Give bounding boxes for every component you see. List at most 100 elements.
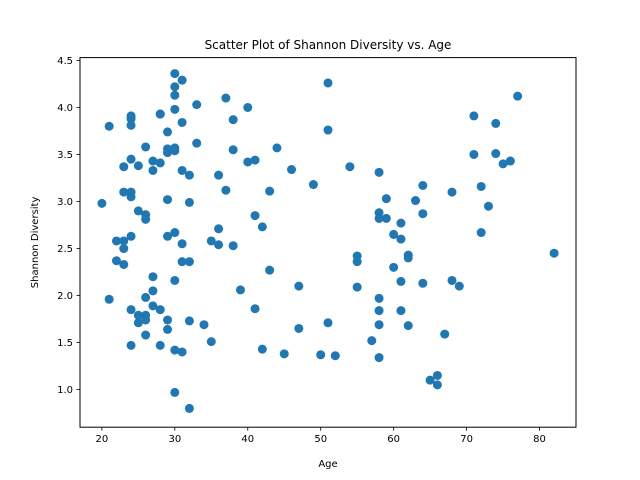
- data-point: [250, 155, 260, 165]
- data-point: [177, 257, 187, 267]
- data-point: [126, 192, 136, 202]
- data-point: [170, 104, 180, 114]
- y-tick-label: 1.5: [57, 338, 73, 349]
- y-tick-label: 4.5: [57, 56, 73, 67]
- x-tick-label: 80: [533, 434, 546, 445]
- data-point: [279, 349, 289, 359]
- data-point: [294, 323, 304, 333]
- data-point: [367, 336, 377, 346]
- data-point: [141, 142, 151, 152]
- data-point: [170, 90, 180, 100]
- data-point: [228, 241, 238, 251]
- x-axis-ticks: 20 30 40 50 60 70 80: [96, 427, 546, 445]
- data-point: [148, 156, 158, 166]
- data-point: [177, 347, 187, 357]
- data-point: [148, 272, 158, 282]
- data-point: [418, 209, 428, 219]
- data-point: [228, 145, 238, 155]
- data-point: [163, 195, 173, 205]
- data-point: [170, 228, 180, 238]
- data-point: [184, 316, 194, 326]
- data-point: [323, 318, 333, 328]
- data-point: [163, 127, 173, 137]
- data-point: [498, 159, 508, 169]
- data-point: [250, 211, 260, 221]
- data-point: [330, 351, 340, 361]
- data-point: [170, 82, 180, 92]
- data-point: [381, 213, 391, 223]
- data-point: [221, 93, 231, 103]
- data-point: [454, 281, 464, 291]
- data-point: [214, 240, 224, 250]
- x-tick-label: 70: [460, 434, 473, 445]
- data-point: [141, 214, 151, 224]
- data-point: [389, 229, 399, 239]
- data-point: [352, 282, 362, 292]
- data-point: [170, 275, 180, 285]
- data-point: [432, 380, 442, 390]
- data-point: [243, 102, 253, 112]
- data-point: [206, 236, 216, 246]
- data-point: [170, 146, 180, 156]
- data-point: [133, 310, 143, 320]
- data-point: [345, 162, 355, 172]
- data-point: [352, 257, 362, 267]
- data-point: [126, 305, 136, 315]
- data-point: [148, 301, 158, 311]
- data-point: [214, 170, 224, 180]
- data-point: [425, 375, 435, 385]
- data-point: [141, 292, 151, 302]
- data-point: [396, 276, 406, 286]
- y-tick-label: 3.5: [57, 150, 73, 161]
- data-point: [469, 111, 479, 121]
- data-point: [476, 228, 486, 238]
- y-tick-label: 1.0: [57, 385, 73, 396]
- data-point: [374, 353, 384, 363]
- data-point: [396, 306, 406, 316]
- y-tick-label: 2.0: [57, 291, 73, 302]
- x-tick-label: 60: [387, 434, 400, 445]
- data-point: [257, 222, 267, 232]
- data-point: [374, 293, 384, 303]
- data-point: [323, 78, 333, 88]
- data-point: [177, 75, 187, 85]
- data-point: [141, 330, 151, 340]
- x-tick-label: 40: [241, 434, 254, 445]
- data-point: [476, 181, 486, 191]
- data-point: [177, 165, 187, 175]
- x-axis-label: Age: [318, 459, 337, 470]
- data-point: [126, 231, 136, 241]
- data-point: [250, 304, 260, 314]
- data-point: [483, 201, 493, 211]
- data-point: [170, 387, 180, 397]
- data-point: [133, 318, 143, 328]
- y-tick-label: 2.5: [57, 244, 73, 255]
- data-point: [272, 143, 282, 153]
- data-point: [287, 165, 297, 175]
- data-point: [155, 340, 165, 350]
- data-point: [549, 248, 559, 258]
- data-point: [374, 213, 384, 223]
- plot-frame: [79, 57, 577, 428]
- data-point: [119, 187, 129, 197]
- data-point: [133, 206, 143, 216]
- data-point: [163, 148, 173, 158]
- data-point: [418, 181, 428, 190]
- y-axis-label: Shannon Diversity: [30, 197, 41, 289]
- x-tick-label: 20: [96, 434, 109, 445]
- data-point: [396, 218, 406, 228]
- data-point: [126, 120, 136, 130]
- data-point: [214, 224, 224, 234]
- data-point: [228, 115, 238, 125]
- data-point: [119, 236, 129, 246]
- x-tick-label: 30: [168, 434, 181, 445]
- data-point: [206, 337, 216, 347]
- data-point: [111, 256, 121, 266]
- data-point: [184, 170, 194, 180]
- data-point: [119, 162, 129, 172]
- data-point: [163, 315, 173, 325]
- data-point: [513, 91, 523, 101]
- data-point: [308, 180, 318, 190]
- data-point: [177, 117, 187, 127]
